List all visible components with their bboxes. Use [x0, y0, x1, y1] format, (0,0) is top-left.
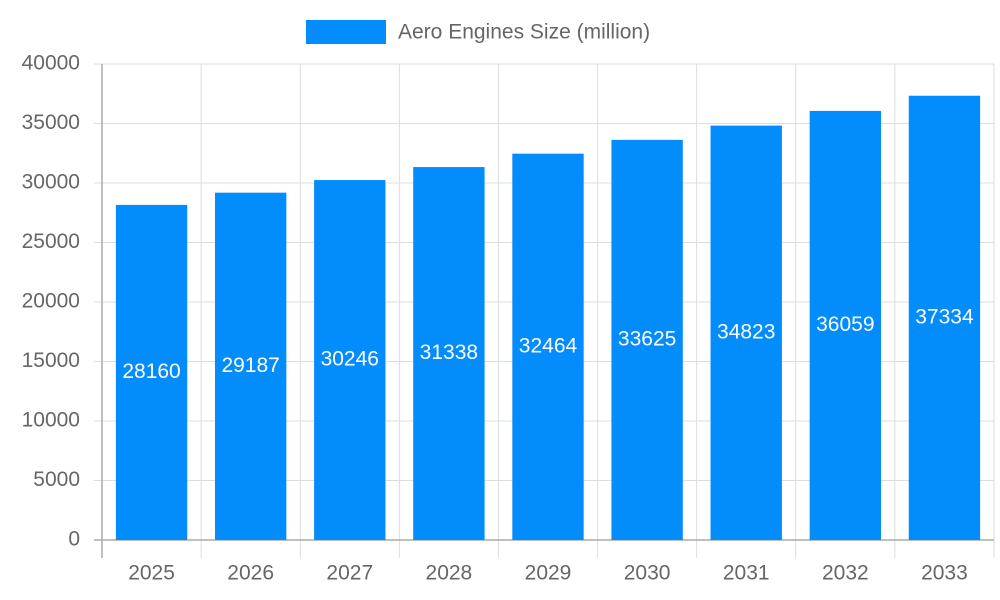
x-tick-label: 2031	[723, 562, 770, 585]
y-tick-label: 5000	[33, 468, 80, 491]
value-label: 29187	[221, 354, 279, 377]
x-tick-label: 2033	[921, 562, 968, 585]
bar	[611, 139, 683, 541]
x-tick-label: 2029	[525, 562, 572, 585]
value-label: 36059	[816, 313, 874, 336]
y-tick-label: 0	[68, 528, 80, 551]
legend-swatch	[306, 20, 386, 44]
value-label: 28160	[122, 360, 180, 383]
bar	[710, 125, 782, 541]
bar	[512, 153, 584, 540]
y-tick-label: 40000	[22, 52, 80, 75]
y-tick-label: 30000	[22, 171, 80, 194]
y-tick-label: 15000	[22, 349, 80, 372]
value-label: 37334	[915, 305, 974, 328]
x-tick-label: 2026	[227, 562, 274, 585]
x-tick-label: 2025	[128, 562, 175, 585]
bar	[214, 192, 287, 541]
x-tick-label: 2028	[426, 562, 473, 585]
value-label: 33625	[618, 327, 676, 350]
y-tick-label: 10000	[22, 409, 80, 432]
x-tick-label: 2027	[326, 562, 373, 585]
bar	[809, 110, 882, 541]
legend-label: Aero Engines Size (million)	[398, 21, 650, 44]
value-label: 34823	[717, 320, 775, 343]
x-tick-label: 2032	[822, 562, 869, 585]
y-tick-label: 25000	[22, 230, 80, 253]
x-tick-label: 2030	[624, 562, 671, 585]
value-label: 32464	[519, 334, 578, 357]
value-label: 30246	[321, 348, 379, 371]
bar	[908, 95, 981, 540]
y-tick-label: 20000	[22, 290, 80, 313]
bar	[115, 204, 188, 540]
y-tick-label: 35000	[22, 111, 80, 134]
bar	[314, 180, 386, 540]
value-label: 31338	[420, 341, 478, 364]
bar	[413, 167, 485, 540]
